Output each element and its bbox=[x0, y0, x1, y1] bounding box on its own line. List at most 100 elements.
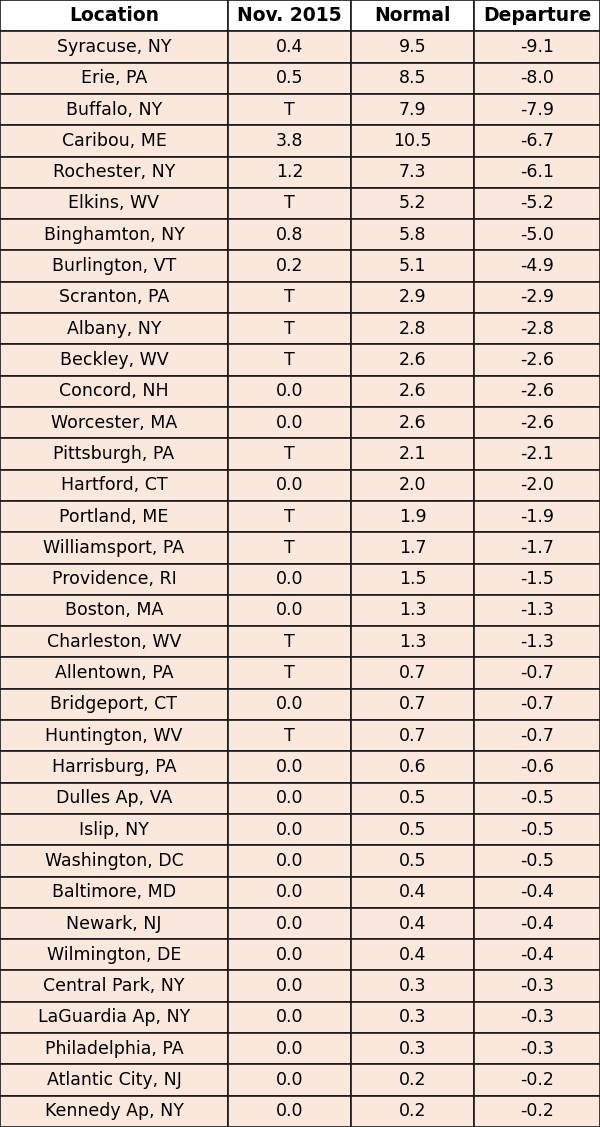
Text: -0.3: -0.3 bbox=[520, 1040, 554, 1058]
Bar bbox=[351, 720, 474, 752]
Bar bbox=[228, 282, 351, 313]
Text: 0.0: 0.0 bbox=[276, 477, 303, 495]
Text: 0.4: 0.4 bbox=[399, 914, 426, 932]
Text: T: T bbox=[284, 727, 295, 745]
Text: 0.0: 0.0 bbox=[276, 789, 303, 807]
Bar bbox=[0, 1033, 228, 1064]
Text: -0.2: -0.2 bbox=[520, 1102, 554, 1120]
Bar bbox=[228, 94, 351, 125]
Text: 0.0: 0.0 bbox=[276, 382, 303, 400]
Text: -2.6: -2.6 bbox=[520, 382, 554, 400]
Bar bbox=[351, 157, 474, 188]
Bar bbox=[0, 313, 228, 345]
Bar bbox=[228, 752, 351, 782]
Text: Washington, DC: Washington, DC bbox=[44, 852, 184, 870]
Bar bbox=[474, 1002, 600, 1033]
Bar bbox=[228, 1033, 351, 1064]
Text: Allentown, PA: Allentown, PA bbox=[55, 664, 173, 682]
Text: 1.3: 1.3 bbox=[399, 602, 426, 620]
Bar bbox=[0, 908, 228, 939]
Text: -9.1: -9.1 bbox=[520, 38, 554, 56]
Bar bbox=[0, 877, 228, 908]
Bar bbox=[351, 250, 474, 282]
Bar bbox=[351, 845, 474, 877]
Bar bbox=[228, 1002, 351, 1033]
Text: T: T bbox=[284, 289, 295, 307]
Bar bbox=[474, 595, 600, 627]
Bar bbox=[0, 250, 228, 282]
Bar bbox=[228, 345, 351, 375]
Bar bbox=[474, 908, 600, 939]
Bar bbox=[0, 689, 228, 720]
Text: T: T bbox=[284, 195, 295, 213]
Bar bbox=[351, 188, 474, 219]
Text: 0.0: 0.0 bbox=[276, 977, 303, 995]
Text: 1.5: 1.5 bbox=[399, 570, 426, 588]
Text: -5.2: -5.2 bbox=[520, 195, 554, 213]
Bar bbox=[228, 939, 351, 970]
Text: Syracuse, NY: Syracuse, NY bbox=[57, 38, 171, 56]
Bar bbox=[474, 313, 600, 345]
Bar bbox=[474, 564, 600, 595]
Text: 3.8: 3.8 bbox=[276, 132, 303, 150]
Bar bbox=[474, 94, 600, 125]
Bar bbox=[228, 532, 351, 564]
Text: 0.2: 0.2 bbox=[276, 257, 303, 275]
Bar bbox=[474, 1095, 600, 1127]
Bar bbox=[474, 470, 600, 500]
Bar bbox=[351, 219, 474, 250]
Bar bbox=[474, 500, 600, 532]
Bar bbox=[474, 157, 600, 188]
Bar bbox=[228, 1095, 351, 1127]
Text: 0.3: 0.3 bbox=[399, 977, 426, 995]
Text: 7.3: 7.3 bbox=[399, 163, 426, 181]
Bar bbox=[0, 939, 228, 970]
Bar bbox=[0, 782, 228, 814]
Bar bbox=[474, 877, 600, 908]
Text: 0.3: 0.3 bbox=[399, 1040, 426, 1058]
Text: Location: Location bbox=[69, 6, 159, 25]
Bar bbox=[351, 908, 474, 939]
Bar bbox=[228, 657, 351, 689]
Text: 2.9: 2.9 bbox=[398, 289, 427, 307]
Text: Binghamton, NY: Binghamton, NY bbox=[44, 225, 184, 243]
Bar bbox=[351, 438, 474, 470]
Bar bbox=[474, 282, 600, 313]
Text: 7.9: 7.9 bbox=[398, 100, 427, 118]
Bar bbox=[0, 345, 228, 375]
Bar bbox=[351, 63, 474, 94]
Bar bbox=[0, 188, 228, 219]
Bar bbox=[0, 1002, 228, 1033]
Text: 0.5: 0.5 bbox=[399, 852, 426, 870]
Bar bbox=[228, 595, 351, 627]
Bar bbox=[0, 500, 228, 532]
Text: T: T bbox=[284, 539, 295, 557]
Bar bbox=[351, 0, 474, 32]
Bar bbox=[474, 657, 600, 689]
Text: -0.3: -0.3 bbox=[520, 977, 554, 995]
Text: 0.4: 0.4 bbox=[399, 946, 426, 964]
Text: Scranton, PA: Scranton, PA bbox=[59, 289, 169, 307]
Text: Hartford, CT: Hartford, CT bbox=[61, 477, 167, 495]
Bar bbox=[474, 970, 600, 1002]
Bar bbox=[228, 407, 351, 438]
Bar bbox=[0, 1064, 228, 1095]
Text: 5.1: 5.1 bbox=[399, 257, 426, 275]
Text: -1.3: -1.3 bbox=[520, 632, 554, 650]
Text: 0.0: 0.0 bbox=[276, 884, 303, 902]
Bar bbox=[228, 627, 351, 657]
Text: 0.2: 0.2 bbox=[399, 1071, 426, 1089]
Bar bbox=[0, 657, 228, 689]
Bar bbox=[351, 470, 474, 500]
Bar bbox=[351, 94, 474, 125]
Text: Departure: Departure bbox=[483, 6, 591, 25]
Text: -2.0: -2.0 bbox=[520, 477, 554, 495]
Text: 0.0: 0.0 bbox=[276, 695, 303, 713]
Text: 2.6: 2.6 bbox=[398, 350, 427, 369]
Text: -0.6: -0.6 bbox=[520, 758, 554, 777]
Text: 0.0: 0.0 bbox=[276, 1102, 303, 1120]
Text: -0.4: -0.4 bbox=[520, 914, 554, 932]
Bar bbox=[0, 219, 228, 250]
Bar bbox=[0, 63, 228, 94]
Text: 0.7: 0.7 bbox=[399, 727, 426, 745]
